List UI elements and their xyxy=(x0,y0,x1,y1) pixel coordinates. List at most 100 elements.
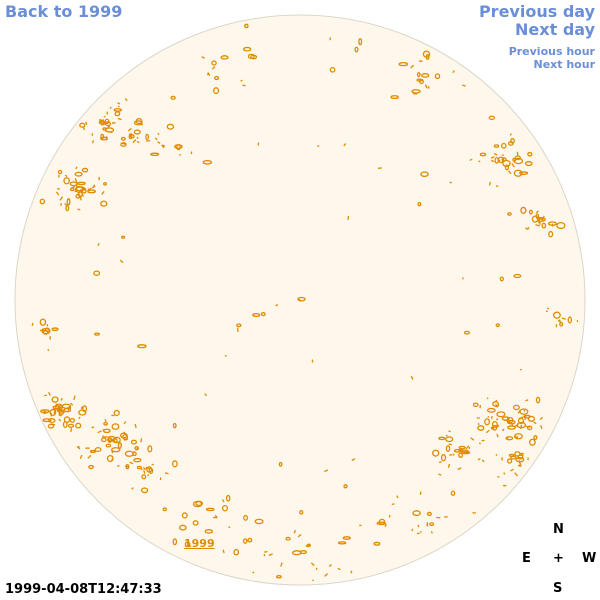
previous-hour-link[interactable]: Previous hour xyxy=(508,45,595,58)
contour-mark xyxy=(337,541,347,545)
contour-mark xyxy=(48,418,56,423)
contour-mark xyxy=(461,451,471,455)
contour-mark xyxy=(63,177,70,185)
contour-mark xyxy=(324,573,329,577)
contour-mark xyxy=(94,447,102,453)
contour-mark xyxy=(488,181,492,186)
contour-mark xyxy=(157,141,161,144)
contour-mark xyxy=(448,443,452,446)
next-day-link[interactable]: Next day xyxy=(515,20,595,39)
contour-mark xyxy=(58,418,62,422)
contour-mark xyxy=(117,464,120,467)
contour-mark xyxy=(299,509,304,515)
contour-mark xyxy=(250,54,258,60)
contour-mark xyxy=(514,472,519,477)
contour-mark xyxy=(147,474,150,477)
contour-mark xyxy=(546,307,550,310)
contour-mark xyxy=(268,553,273,557)
contour-mark xyxy=(142,466,146,470)
contour-mark xyxy=(71,185,76,189)
contour-mark xyxy=(113,436,121,444)
contour-mark xyxy=(520,452,524,457)
contour-mark xyxy=(82,405,88,413)
contour-mark xyxy=(64,203,68,206)
contour-mark xyxy=(297,534,302,538)
contour-mark xyxy=(94,332,100,336)
contour-mark xyxy=(179,524,187,531)
contour-mark xyxy=(505,436,514,441)
contour-mark xyxy=(57,169,63,175)
contour-mark xyxy=(79,454,83,460)
contour-mark xyxy=(47,348,50,352)
contour-mark xyxy=(79,122,86,128)
contour-mark xyxy=(124,450,134,457)
contour-mark xyxy=(47,423,55,429)
contour-mark xyxy=(172,460,178,468)
contour-mark xyxy=(527,151,533,157)
contour-mark xyxy=(547,221,557,226)
contour-mark xyxy=(76,445,81,450)
contour-mark xyxy=(40,409,50,414)
contour-mark xyxy=(412,510,421,517)
contour-mark xyxy=(525,227,529,231)
contour-mark xyxy=(123,431,127,436)
contour-mark xyxy=(93,270,101,276)
contour-mark xyxy=(134,423,137,428)
contour-mark xyxy=(416,72,421,78)
contour-mark xyxy=(48,391,51,396)
contour-mark xyxy=(97,243,100,247)
contour-mark xyxy=(74,178,78,183)
contour-mark xyxy=(486,407,496,413)
compass-east: E xyxy=(522,551,531,566)
contour-mark xyxy=(478,160,481,163)
contour-mark xyxy=(291,550,302,556)
contour-mark xyxy=(496,411,506,418)
contour-mark xyxy=(477,425,485,431)
contour-mark xyxy=(517,417,524,425)
contour-mark xyxy=(506,458,513,464)
year-link[interactable]: 1999 xyxy=(184,537,215,550)
contour-mark xyxy=(89,449,96,454)
contour-mark xyxy=(513,273,522,279)
contour-mark xyxy=(384,523,387,528)
contour-mark xyxy=(490,159,495,163)
contour-mark xyxy=(135,118,143,125)
contour-mark xyxy=(514,435,517,438)
contour-mark xyxy=(260,311,266,317)
contour-mark xyxy=(537,218,541,221)
contour-mark xyxy=(154,137,158,141)
contour-mark xyxy=(514,451,521,457)
previous-day-link[interactable]: Previous day xyxy=(478,2,595,21)
contour-mark xyxy=(114,111,121,117)
contour-mark xyxy=(491,424,498,431)
contour-mark xyxy=(113,409,120,417)
contour-mark xyxy=(490,426,493,430)
contour-mark xyxy=(121,235,126,239)
contour-mark xyxy=(541,222,547,229)
contour-mark xyxy=(417,201,422,207)
contour-mark xyxy=(520,206,527,214)
contour-mark xyxy=(124,438,129,441)
contour-mark xyxy=(146,466,153,473)
back-to-year-link[interactable]: Back to 1999 xyxy=(5,2,123,21)
contour-mark xyxy=(298,298,302,302)
contour-mark xyxy=(310,562,315,566)
contour-mark xyxy=(493,144,500,148)
contour-mark xyxy=(447,463,451,468)
contour-mark xyxy=(174,144,183,149)
next-hour-link[interactable]: Next hour xyxy=(533,58,596,71)
contour-mark xyxy=(519,171,529,175)
contour-mark xyxy=(102,435,105,438)
contour-mark xyxy=(59,196,64,201)
contour-mark xyxy=(136,140,140,144)
contour-mark xyxy=(513,169,523,177)
contour-mark xyxy=(429,522,435,527)
contour-mark xyxy=(100,200,108,207)
contour-mark xyxy=(499,276,504,282)
contour-mark xyxy=(103,421,109,426)
contour-mark xyxy=(347,215,350,220)
contour-mark xyxy=(469,158,473,161)
contour-mark xyxy=(117,102,121,105)
contour-mark xyxy=(147,467,150,470)
contour-mark xyxy=(136,465,142,470)
